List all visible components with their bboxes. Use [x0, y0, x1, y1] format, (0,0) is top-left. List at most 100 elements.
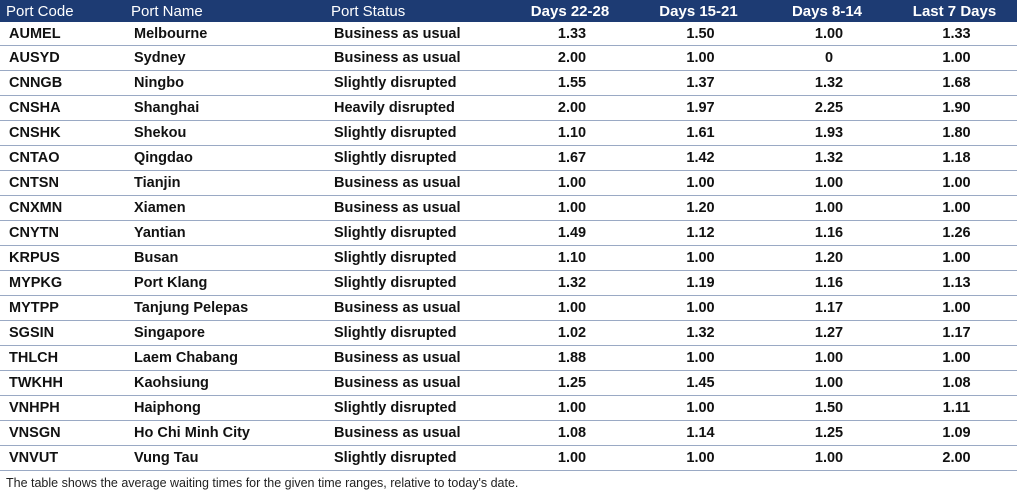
header-days-22-28: Days 22-28 [505, 0, 635, 22]
cell-port-status: Business as usual [325, 195, 505, 221]
cell-port-code: SGSIN [0, 320, 125, 346]
cell-port-code: AUMEL [0, 22, 125, 46]
table-row: CNYTN Yantian Slightly disrupted 1.49 1.12 1.… [0, 220, 1017, 246]
cell-port-code: CNXMN [0, 195, 125, 221]
cell-last-7-days: 1.26 [892, 220, 1017, 246]
cell-last-7-days: 1.09 [892, 420, 1017, 446]
cell-days-15-21: 1.97 [635, 95, 762, 121]
cell-port-code: THLCH [0, 345, 125, 371]
cell-port-name: Kaohsiung [125, 370, 325, 396]
cell-last-7-days: 1.00 [892, 195, 1017, 221]
table-row: MYPKG Port Klang Slightly disrupted 1.32 1.1… [0, 270, 1017, 296]
cell-days-22-28: 1.10 [505, 245, 635, 271]
header-last-7-days: Last 7 Days [892, 0, 1017, 22]
cell-days-15-21: 1.14 [635, 420, 762, 446]
cell-last-7-days: 1.00 [892, 295, 1017, 321]
cell-days-8-14: 1.32 [762, 70, 892, 96]
cell-port-name: Sydney [125, 45, 325, 71]
cell-port-status: Business as usual [325, 22, 505, 46]
cell-port-name: Melbourne [125, 22, 325, 46]
cell-port-status: Business as usual [325, 420, 505, 446]
cell-days-15-21: 1.45 [635, 370, 762, 396]
cell-port-name: Shanghai [125, 95, 325, 121]
cell-port-status: Business as usual [325, 45, 505, 71]
cell-days-8-14: 1.00 [762, 445, 892, 471]
cell-last-7-days: 1.13 [892, 270, 1017, 296]
cell-port-status: Slightly disrupted [325, 245, 505, 271]
cell-last-7-days: 1.00 [892, 245, 1017, 271]
cell-port-code: CNTAO [0, 145, 125, 171]
cell-last-7-days: 1.90 [892, 95, 1017, 121]
cell-port-status: Business as usual [325, 295, 505, 321]
cell-port-code: KRPUS [0, 245, 125, 271]
cell-days-15-21: 1.00 [635, 170, 762, 196]
cell-days-15-21: 1.19 [635, 270, 762, 296]
port-waiting-times-table: Port Code Port Name Port Status Days 22-… [0, 0, 1017, 471]
table-row: SGSIN Singapore Slightly disrupted 1.02 1.32… [0, 320, 1017, 346]
cell-days-22-28: 1.00 [505, 295, 635, 321]
cell-port-status: Business as usual [325, 345, 505, 371]
cell-port-status: Slightly disrupted [325, 320, 505, 346]
header-port-name: Port Name [125, 0, 325, 22]
cell-port-name: Ho Chi Minh City [125, 420, 325, 446]
cell-port-code: CNTSN [0, 170, 125, 196]
cell-days-22-28: 1.00 [505, 445, 635, 471]
table-row: AUMEL Melbourne Business as usual 1.33 1.50 1… [0, 22, 1017, 46]
cell-last-7-days: 1.18 [892, 145, 1017, 171]
cell-days-22-28: 2.00 [505, 45, 635, 71]
cell-last-7-days: 2.00 [892, 445, 1017, 471]
cell-port-name: Shekou [125, 120, 325, 146]
cell-days-22-28: 1.02 [505, 320, 635, 346]
table-row: VNSGN Ho Chi Minh City Business as usual 1.… [0, 420, 1017, 446]
cell-port-code: CNSHA [0, 95, 125, 121]
header-port-code: Port Code [0, 0, 125, 22]
header-port-status: Port Status [325, 0, 505, 22]
cell-port-code: AUSYD [0, 45, 125, 71]
cell-days-8-14: 2.25 [762, 95, 892, 121]
cell-port-name: Tanjung Pelepas [125, 295, 325, 321]
cell-port-code: CNNGB [0, 70, 125, 96]
cell-days-8-14: 1.00 [762, 370, 892, 396]
table-row: CNTSN Tianjin Business as usual 1.00 1.00 1.0… [0, 170, 1017, 196]
cell-port-code: CNSHK [0, 120, 125, 146]
cell-days-22-28: 1.10 [505, 120, 635, 146]
cell-last-7-days: 1.00 [892, 45, 1017, 71]
table-body: AUMEL Melbourne Business as usual 1.33 1.50 1… [0, 22, 1017, 471]
cell-days-22-28: 1.08 [505, 420, 635, 446]
cell-port-name: Singapore [125, 320, 325, 346]
cell-last-7-days: 1.11 [892, 395, 1017, 421]
table-row: CNSHA Shanghai Heavily disrupted 2.00 1.97 2.… [0, 95, 1017, 121]
cell-port-name: Vung Tau [125, 445, 325, 471]
table-row: MYTPP Tanjung Pelepas Business as usual 1.0… [0, 295, 1017, 321]
cell-days-15-21: 1.00 [635, 445, 762, 471]
cell-days-8-14: 1.16 [762, 220, 892, 246]
cell-days-22-28: 1.33 [505, 22, 635, 46]
cell-port-name: Haiphong [125, 395, 325, 421]
cell-days-8-14: 1.25 [762, 420, 892, 446]
cell-port-name: Ningbo [125, 70, 325, 96]
cell-days-22-28: 2.00 [505, 95, 635, 121]
table-row: THLCH Laem Chabang Business as usual 1.88 1.… [0, 345, 1017, 371]
cell-port-code: MYTPP [0, 295, 125, 321]
cell-days-22-28: 1.67 [505, 145, 635, 171]
cell-days-22-28: 1.88 [505, 345, 635, 371]
cell-days-22-28: 1.25 [505, 370, 635, 396]
table-row: CNTAO Qingdao Slightly disrupted 1.67 1.42 1.… [0, 145, 1017, 171]
cell-days-8-14: 1.00 [762, 195, 892, 221]
cell-days-15-21: 1.37 [635, 70, 762, 96]
cell-port-code: MYPKG [0, 270, 125, 296]
port-waiting-times-table-container: Port Code Port Name Port Status Days 22-… [0, 0, 1017, 471]
cell-days-15-21: 1.32 [635, 320, 762, 346]
header-days-15-21: Days 15-21 [635, 0, 762, 22]
cell-days-22-28: 1.00 [505, 395, 635, 421]
cell-port-status: Slightly disrupted [325, 445, 505, 471]
cell-days-15-21: 1.00 [635, 295, 762, 321]
cell-last-7-days: 1.00 [892, 170, 1017, 196]
cell-port-name: Busan [125, 245, 325, 271]
cell-port-code: CNYTN [0, 220, 125, 246]
cell-port-status: Slightly disrupted [325, 395, 505, 421]
cell-port-status: Business as usual [325, 370, 505, 396]
cell-days-15-21: 1.00 [635, 45, 762, 71]
table-row: TWKHH Kaohsiung Business as usual 1.25 1.45 1… [0, 370, 1017, 396]
table-row: VNHPH Haiphong Slightly disrupted 1.00 1.00 1… [0, 395, 1017, 421]
